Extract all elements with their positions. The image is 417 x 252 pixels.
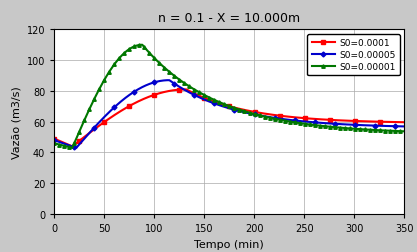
S0=0.00001 xyxy=(137,44,142,47)
S0=0.00001 xyxy=(214,100,219,103)
S0=0.0001 xyxy=(183,88,188,91)
Line: S0=0.00001: S0=0.00001 xyxy=(53,44,406,150)
S0=0.00005 xyxy=(397,125,402,128)
S0=0.0001 xyxy=(397,121,402,124)
S0=0.00005 xyxy=(236,110,241,113)
S0=0.0001 xyxy=(173,89,178,92)
S0=0.00005 xyxy=(52,139,57,142)
X-axis label: Tempo (min): Tempo (min) xyxy=(194,239,264,249)
S0=0.00001 xyxy=(236,108,241,111)
Title: n = 0.1 - X = 10.000m: n = 0.1 - X = 10.000m xyxy=(158,12,300,25)
S0=0.00005 xyxy=(173,83,178,86)
S0=0.00005 xyxy=(167,79,172,82)
S0=0.00005 xyxy=(214,103,219,106)
S0=0.0001 xyxy=(70,145,75,148)
S0=0.00005 xyxy=(337,123,342,126)
S0=0.00001 xyxy=(173,76,178,79)
S0=0.00001 xyxy=(337,127,342,130)
S0=0.00005 xyxy=(74,147,79,150)
Y-axis label: Vazão (m3/s): Vazão (m3/s) xyxy=(11,86,21,159)
S0=0.00001 xyxy=(402,130,407,133)
S0=0.0001 xyxy=(214,102,219,105)
Legend: S0=0.0001, S0=0.00005, S0=0.00001: S0=0.0001, S0=0.00005, S0=0.00001 xyxy=(307,35,400,76)
S0=0.0001 xyxy=(402,121,407,124)
S0=0.0001 xyxy=(137,100,142,103)
S0=0.00005 xyxy=(137,88,142,91)
Line: S0=0.00005: S0=0.00005 xyxy=(53,79,406,150)
S0=0.00001 xyxy=(140,44,145,47)
Line: S0=0.0001: S0=0.0001 xyxy=(53,88,406,148)
S0=0.0001 xyxy=(52,138,57,141)
S0=0.00005 xyxy=(402,125,407,129)
S0=0.0001 xyxy=(337,119,342,122)
S0=0.00001 xyxy=(52,142,57,145)
S0=0.00001 xyxy=(70,147,75,150)
S0=0.0001 xyxy=(236,108,241,111)
S0=0.00001 xyxy=(397,130,402,133)
